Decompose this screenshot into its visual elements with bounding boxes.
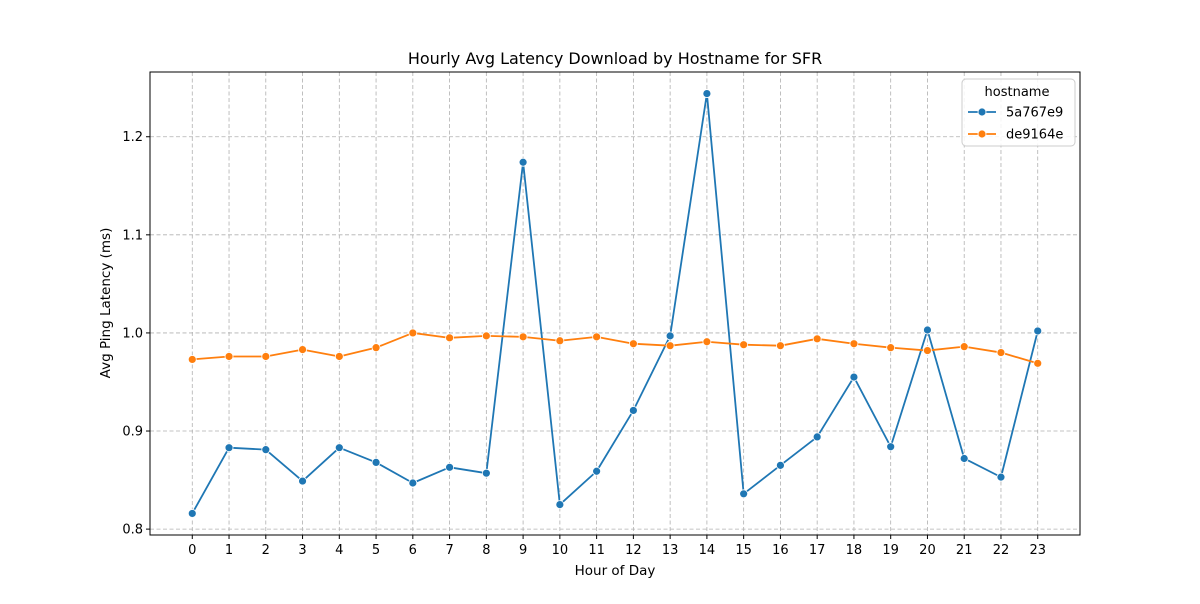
data-point — [1033, 326, 1043, 336]
x-tick-label: 15 — [735, 543, 752, 558]
legend-label: 5a767e9 — [1006, 106, 1063, 121]
x-tick-label: 5 — [372, 543, 380, 558]
data-point — [518, 157, 528, 167]
x-tick-label: 8 — [482, 543, 490, 558]
x-tick-label: 16 — [772, 543, 789, 558]
data-point — [849, 339, 859, 349]
chart-title: Hourly Avg Latency Download by Hostname … — [408, 49, 822, 68]
data-point — [812, 334, 822, 344]
series-line — [191, 92, 1039, 514]
x-tick-label: 1 — [225, 543, 233, 558]
data-point — [187, 355, 197, 364]
data-point — [408, 478, 418, 488]
data-point — [776, 460, 785, 470]
x-tick-label: 23 — [1029, 543, 1046, 558]
y-axis-label: Avg Ping Latency (ms) — [98, 228, 114, 379]
legend-frame — [961, 78, 1076, 147]
data-point — [334, 443, 344, 453]
x-tick-label: 13 — [662, 543, 679, 558]
x-tick-label: 21 — [956, 543, 973, 558]
data-point — [923, 325, 932, 335]
x-tick-label: 4 — [335, 543, 343, 558]
x-tick-label: 17 — [809, 543, 826, 558]
data-point — [776, 341, 785, 351]
series-line — [192, 332, 1038, 365]
data-point — [702, 337, 712, 347]
x-tick-label: 22 — [993, 543, 1010, 558]
data-point — [812, 432, 822, 442]
data-point — [739, 340, 749, 350]
data-point — [445, 462, 454, 472]
x-tick-label: 18 — [846, 543, 863, 558]
data-point — [334, 352, 344, 361]
data-point — [702, 89, 712, 98]
data-point — [555, 336, 565, 346]
data-point — [739, 489, 749, 499]
data-point — [261, 352, 271, 361]
x-axis-label: Hour of Day — [575, 563, 656, 579]
x-tick-label: 6 — [409, 543, 417, 558]
y-tick-label: 1.2 — [122, 130, 143, 145]
legend-marker — [977, 107, 987, 117]
x-tick-label: 3 — [298, 543, 306, 558]
legend-item: 5a767e9 — [968, 106, 1063, 121]
y-tick-label: 1.1 — [122, 228, 143, 243]
data-point — [665, 331, 675, 341]
data-point — [959, 454, 969, 463]
data-point — [886, 442, 896, 452]
data-point — [923, 346, 932, 355]
data-point — [408, 328, 418, 338]
data-point — [518, 332, 528, 342]
data-point — [298, 345, 307, 355]
data-point — [371, 458, 381, 467]
axis-layer: 0 1 2 3 4 5 6 7 8 9 10 11 12 13 14 15 16 17 18 19 20 21 22 230.… — [122, 130, 1046, 558]
data-point — [996, 472, 1006, 482]
series-layer — [187, 89, 1043, 518]
data-point — [481, 331, 491, 341]
y-tick-label: 0.8 — [122, 523, 143, 538]
legend-items: 5a767e9 de9164e — [968, 106, 1063, 143]
data-point — [886, 343, 896, 353]
data-point — [481, 468, 491, 478]
data-point — [628, 406, 638, 415]
x-tick-label: 14 — [699, 543, 716, 558]
data-point — [959, 342, 969, 352]
data-point — [224, 443, 234, 453]
series-de9164e — [187, 328, 1043, 368]
series-5a767e9 — [187, 89, 1043, 518]
x-tick-label: 12 — [625, 543, 642, 558]
legend-label: de9164e — [1006, 128, 1063, 143]
legend-title: hostname — [985, 85, 1050, 100]
y-tick-label: 1.0 — [122, 326, 143, 341]
data-point — [849, 372, 859, 382]
data-point — [592, 466, 602, 476]
data-point — [445, 333, 454, 343]
x-tick-label: 19 — [882, 543, 899, 558]
data-point — [555, 500, 565, 509]
legend-item: de9164e — [968, 128, 1063, 143]
data-point — [187, 509, 197, 518]
data-point — [298, 476, 307, 486]
data-point — [1033, 358, 1043, 368]
x-tick-label: 20 — [919, 543, 936, 558]
x-tick-label: 2 — [262, 543, 270, 558]
data-point — [224, 352, 234, 361]
y-tick-label: 0.9 — [122, 425, 143, 440]
data-point — [261, 445, 271, 455]
data-point — [628, 339, 638, 349]
legend-marker — [977, 129, 987, 139]
data-point — [592, 332, 602, 342]
x-tick-label: 7 — [445, 543, 453, 558]
x-tick-label: 0 — [188, 543, 196, 558]
x-tick-label: 10 — [552, 543, 569, 558]
x-tick-label: 11 — [588, 543, 605, 558]
data-point — [996, 348, 1006, 357]
x-tick-label: 9 — [519, 543, 527, 558]
legend: hostname 5a767e9 de9164e — [961, 78, 1076, 147]
plot-frame — [149, 71, 1081, 536]
data-point — [371, 343, 381, 353]
data-point — [665, 341, 675, 351]
